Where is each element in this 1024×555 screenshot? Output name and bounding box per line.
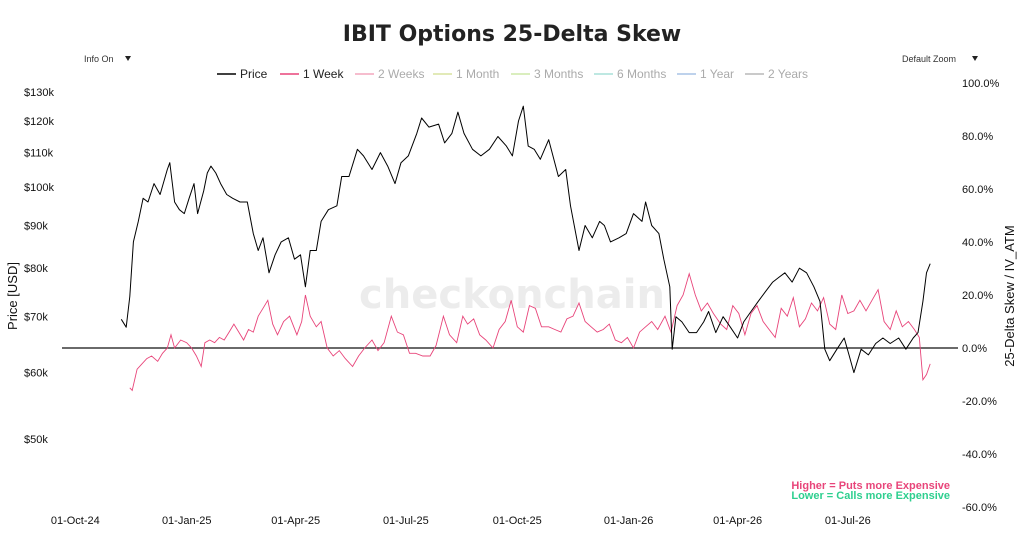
right-axis-ticks: 100.0% 80.0% 60.0% 40.0% 20.0% 0.0% -20.0% -40.…: [962, 78, 1000, 514]
right-tick-label: 40.0%: [962, 237, 993, 249]
x-tick-label: 01-Oct-24: [51, 515, 100, 527]
legend-label: 2 Years: [768, 67, 808, 81]
legend-label: 1 Month: [456, 67, 499, 81]
left-axis-ticks: $130k $120k $110k $100k $90k $80k $70k $60k $50k: [24, 87, 54, 446]
left-tick-label: $130k: [24, 87, 54, 99]
triangle-down-icon: [125, 56, 131, 61]
annotation-lower-calls: Lower = Calls more Expensive: [791, 490, 950, 502]
zoom-dropdown[interactable]: Default Zoom: [902, 54, 978, 64]
right-tick-label: -60.0%: [962, 502, 997, 514]
info-toggle-label: Info On: [84, 54, 114, 64]
x-tick-label: 01-Jan-25: [162, 515, 212, 527]
legend-label: 3 Months: [534, 67, 583, 81]
series-line-1-week: [129, 272, 931, 392]
left-tick-label: $50k: [24, 434, 48, 446]
left-tick-label: $100k: [24, 182, 54, 194]
left-tick-label: $70k: [24, 312, 48, 324]
left-tick-label: $110k: [24, 148, 54, 160]
right-tick-label: 60.0%: [962, 184, 993, 196]
x-axis-ticks: 01-Oct-24 01-Jan-25 01-Apr-25 01-Jul-25 01-O…: [51, 515, 871, 527]
legend-label: 6 Months: [617, 67, 666, 81]
legend-item-2-weeks[interactable]: 2 Weeks: [355, 67, 424, 81]
watermark: checkonchain: [359, 272, 665, 318]
legend-label: 1 Week: [303, 67, 344, 81]
x-tick-label: 01-Apr-25: [271, 515, 320, 527]
right-tick-label: 0.0%: [962, 343, 987, 355]
legend-item-2-years[interactable]: 2 Years: [745, 67, 808, 81]
triangle-down-icon: [972, 56, 978, 61]
legend-item-3-months[interactable]: 3 Months: [511, 67, 583, 81]
x-tick-label: 01-Jul-25: [383, 515, 429, 527]
zoom-dropdown-label: Default Zoom: [902, 54, 956, 64]
x-tick-label: 01-Oct-25: [493, 515, 542, 527]
x-tick-label: 01-Jan-26: [604, 515, 654, 527]
right-tick-label: -40.0%: [962, 449, 997, 461]
legend-item-6-months[interactable]: 6 Months: [594, 67, 666, 81]
annotation-higher-puts: Higher = Puts more Expensive: [791, 480, 950, 492]
legend-label: 1 Year: [700, 67, 734, 81]
legend: Price 1 Week 2 Weeks 1 Month 3 Months 6 Month…: [217, 67, 808, 81]
right-tick-label: 20.0%: [962, 290, 993, 302]
left-tick-label: $90k: [24, 220, 48, 232]
legend-item-1-year[interactable]: 1 Year: [677, 67, 734, 81]
legend-item-1-week[interactable]: 1 Week: [280, 67, 344, 81]
legend-label: 2 Weeks: [378, 67, 424, 81]
legend-item-price[interactable]: Price: [217, 67, 268, 81]
legend-item-1-month[interactable]: 1 Month: [433, 67, 499, 81]
right-tick-label: -20.0%: [962, 396, 997, 408]
y-axis-left-label: Price [USD]: [5, 262, 20, 330]
plot-area: [62, 105, 958, 392]
legend-label: Price: [240, 67, 268, 81]
left-tick-label: $80k: [24, 263, 48, 275]
series-line-price: [120, 105, 931, 374]
y-axis-right-label: 25-Delta Skew / IV_ATM: [1002, 225, 1017, 366]
x-tick-label: 01-Jul-26: [825, 515, 871, 527]
right-tick-label: 80.0%: [962, 131, 993, 143]
chart-title: IBIT Options 25-Delta Skew: [343, 22, 681, 47]
info-toggle[interactable]: Info On: [84, 54, 131, 64]
left-tick-label: $60k: [24, 368, 48, 380]
x-tick-label: 01-Apr-26: [713, 515, 762, 527]
right-tick-label: 100.0%: [962, 78, 1000, 90]
left-tick-label: $120k: [24, 116, 54, 128]
